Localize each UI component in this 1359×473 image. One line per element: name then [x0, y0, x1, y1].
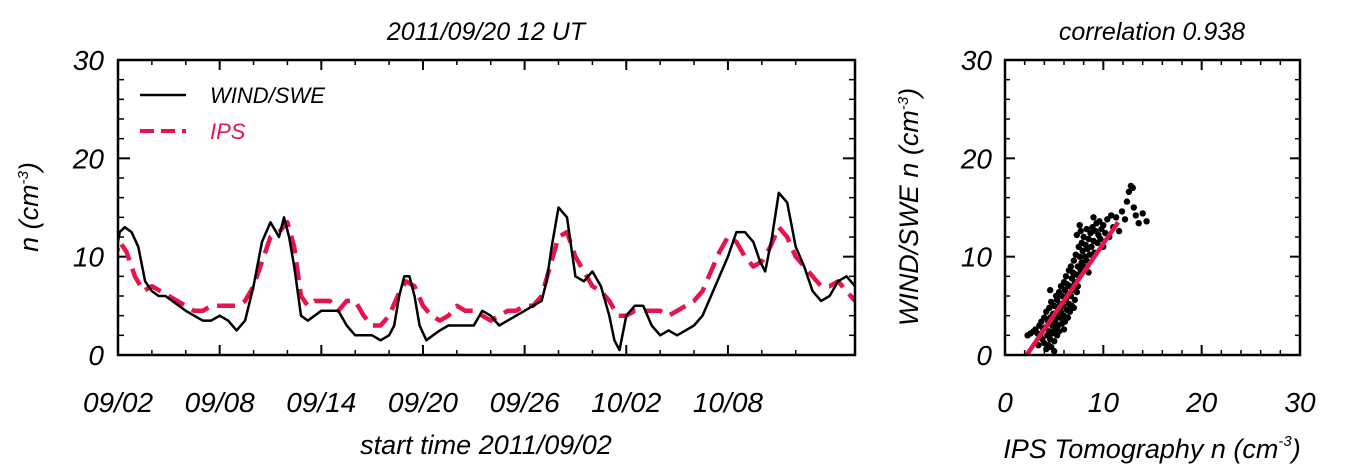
- scatter-ylabel-sup: -3: [895, 96, 912, 110]
- legend: WIND/SWE IPS: [140, 83, 325, 144]
- scatter-point: [1096, 218, 1103, 225]
- ts-ytick-label: 30: [73, 45, 105, 76]
- ts-xtick-label: 10/08: [693, 387, 763, 418]
- ts-xtick-label: 09/26: [490, 387, 560, 418]
- scatter-point: [1085, 235, 1092, 243]
- timeseries-ylabel-main: n (cm: [14, 184, 44, 252]
- ts-xtick-label: 09/08: [185, 387, 255, 418]
- legend-label-wind: WIND/SWE: [210, 83, 325, 108]
- scatter-point: [1079, 247, 1086, 254]
- scatter-xlabel-main: IPS Tomography n (cm: [1003, 434, 1278, 464]
- sc-xtick-label: 30: [1284, 387, 1316, 418]
- scatter-point: [1108, 212, 1115, 219]
- ts-xtick-label: 09/20: [388, 387, 458, 418]
- scatter-xlabel-sup: -3: [1278, 433, 1292, 450]
- scatter-ylabel-close: ): [894, 88, 924, 100]
- scatter-point: [1083, 225, 1090, 233]
- ts-ytick-label: 20: [72, 143, 105, 174]
- sc-ytick-label: 30: [961, 45, 993, 76]
- ts-ytick-label: 10: [73, 242, 105, 273]
- scatter-point: [1086, 251, 1093, 258]
- scatter-point: [1070, 257, 1078, 264]
- legend-label-ips: IPS: [210, 119, 246, 144]
- scatter-point: [1051, 302, 1058, 309]
- scatter-point: [1071, 296, 1079, 304]
- scatter-point: [1041, 314, 1048, 321]
- scatter-point: [1130, 204, 1138, 211]
- scatter-point: [1143, 218, 1150, 225]
- scatter-points: [1024, 182, 1150, 355]
- scatter-point: [1139, 210, 1146, 217]
- scatter-point: [1066, 308, 1074, 315]
- timeseries-ylabel-sup: -3: [15, 170, 32, 184]
- ts-xtick-label: 09/02: [83, 387, 153, 418]
- sc-ytick-label: 10: [961, 242, 993, 273]
- scatter-axes-frame: [1003, 58, 1302, 357]
- scatter-point: [1073, 288, 1081, 296]
- ts-xtick-label: 10/02: [591, 387, 661, 418]
- scatter-chart: correlation 0.938 0 10 20 30 0 10 20 30 IPS Tom…: [894, 18, 1316, 464]
- sc-xtick-label: 20: [1185, 387, 1218, 418]
- ts-xtick-label: 09/14: [286, 387, 356, 418]
- scatter-point: [1129, 184, 1137, 191]
- timeseries-chart: 2011/09/20 12 UT 09/02 09/08 09/14 09/20 09/…: [14, 18, 857, 460]
- timeseries-axes-frame: [116, 58, 857, 357]
- scatter-ylabel: WIND/SWE n (cm-3): [894, 88, 924, 326]
- scatter-point: [1123, 198, 1131, 205]
- scatter-point: [1076, 253, 1083, 260]
- scatter-point: [1104, 216, 1111, 223]
- series-line-ips: [118, 220, 855, 328]
- sc-xtick-label: 10: [1088, 387, 1120, 418]
- scatter-point: [1051, 338, 1058, 345]
- timeseries-series: [118, 191, 855, 352]
- scatter-point: [1090, 214, 1097, 221]
- scatter-xlabel-close: ): [1289, 434, 1301, 464]
- scatter-point: [1076, 222, 1083, 229]
- scatter-ylabel-main: WIND/SWE n (cm: [894, 110, 924, 326]
- scatter-fit-line: [1023, 220, 1120, 355]
- scatter-point: [1055, 328, 1063, 335]
- scatter-point: [1067, 263, 1075, 270]
- timeseries-xlabel: start time 2011/09/02: [360, 430, 612, 460]
- timeseries-ylabel: n (cm-3): [14, 162, 44, 252]
- sc-ytick-label: 0: [976, 340, 992, 371]
- ts-ytick-label: 0: [88, 340, 104, 371]
- scatter-point: [1064, 314, 1072, 321]
- scatter-point: [1100, 222, 1107, 229]
- scatter-point: [1097, 235, 1104, 243]
- sc-ytick-label: 20: [960, 143, 993, 174]
- series-line-wind-swe: [118, 191, 855, 352]
- scatter-title: correlation 0.938: [1059, 18, 1245, 46]
- scatter-point: [1070, 304, 1078, 311]
- scatter-point: [1080, 233, 1087, 241]
- timeseries-ylabel-close: ): [14, 162, 44, 174]
- scatter-point: [1047, 286, 1054, 294]
- scatter-point: [1132, 212, 1140, 219]
- timeseries-title: 2011/09/20 12 UT: [386, 18, 587, 46]
- scatter-point: [1077, 227, 1084, 235]
- scatter-point: [1125, 188, 1133, 195]
- scatter-tick-labels: 0 10 20 30 0 10 20 30: [960, 45, 1316, 418]
- scatter-point: [1135, 220, 1142, 227]
- scatter-point: [1046, 304, 1053, 311]
- scatter-xlabel: IPS Tomography n (cm-3): [1003, 433, 1300, 464]
- scatter-point: [1087, 229, 1094, 237]
- scatter-point: [1112, 214, 1120, 221]
- scatter-point: [1060, 326, 1068, 333]
- scatter-point: [1115, 227, 1123, 235]
- scatter-point: [1088, 243, 1095, 250]
- scatter-point: [1051, 347, 1058, 355]
- scatter-point: [1062, 273, 1070, 280]
- scatter-point: [1121, 216, 1129, 223]
- scatter-point: [1073, 231, 1081, 239]
- timeseries-tick-labels: 09/02 09/08 09/14 09/20 09/26 10/02 10/08 0 10 20…: [72, 45, 764, 418]
- sc-xtick-label: 0: [997, 387, 1013, 418]
- scatter-point: [1118, 208, 1126, 215]
